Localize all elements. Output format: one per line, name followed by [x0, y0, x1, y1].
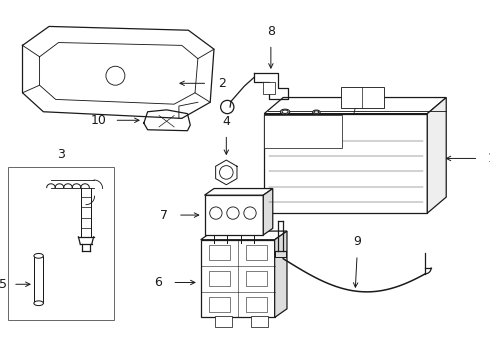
- Bar: [209, 297, 229, 312]
- Polygon shape: [264, 98, 446, 114]
- Bar: [341, 87, 384, 108]
- Bar: [8, 167, 115, 320]
- Ellipse shape: [314, 111, 319, 113]
- Ellipse shape: [34, 301, 43, 306]
- Ellipse shape: [313, 110, 320, 114]
- Bar: [246, 246, 267, 260]
- Polygon shape: [201, 231, 287, 240]
- Text: 7: 7: [160, 208, 168, 221]
- Ellipse shape: [34, 253, 43, 258]
- Text: 10: 10: [90, 114, 106, 127]
- Polygon shape: [427, 98, 446, 213]
- Text: 1: 1: [488, 152, 490, 165]
- Bar: [246, 271, 267, 286]
- Polygon shape: [204, 189, 273, 195]
- Bar: [264, 114, 427, 213]
- Bar: [263, 82, 275, 94]
- Bar: [264, 114, 343, 148]
- Bar: [34, 256, 43, 303]
- Polygon shape: [263, 189, 273, 235]
- Text: 9: 9: [353, 235, 361, 248]
- Text: 4: 4: [222, 115, 230, 128]
- Bar: [209, 271, 229, 286]
- Text: 3: 3: [57, 148, 65, 161]
- Polygon shape: [275, 231, 287, 318]
- Bar: [209, 246, 229, 260]
- Bar: [246, 297, 267, 312]
- Bar: [215, 316, 232, 327]
- Text: 2: 2: [218, 77, 225, 90]
- Ellipse shape: [280, 109, 290, 114]
- Text: 8: 8: [267, 25, 275, 38]
- Text: 6: 6: [154, 276, 162, 289]
- Bar: [251, 316, 268, 327]
- Text: 5: 5: [0, 278, 6, 291]
- Ellipse shape: [282, 110, 288, 113]
- Bar: [201, 240, 275, 318]
- Bar: [204, 195, 263, 235]
